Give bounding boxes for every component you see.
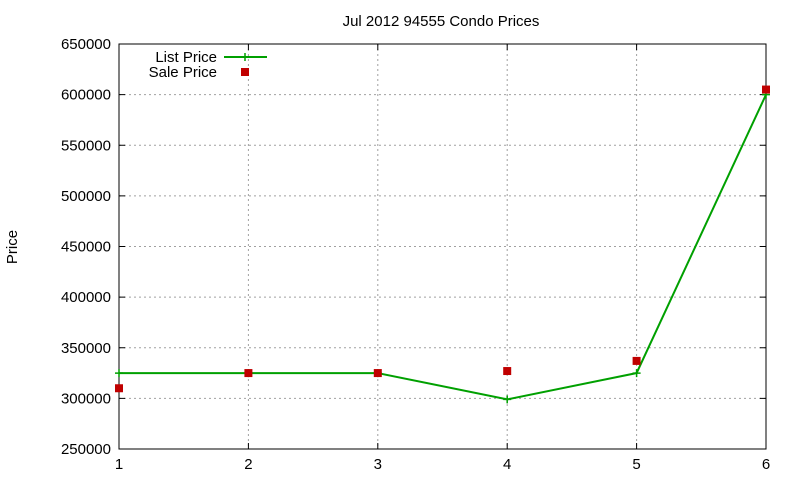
y-tick-label: 600000 (61, 87, 111, 104)
y-tick-label: 650000 (61, 36, 111, 53)
legend-label: List Price (155, 49, 217, 66)
grid-lines (119, 44, 766, 449)
y-tick-label: 500000 (61, 188, 111, 205)
x-tick-label: 5 (632, 456, 640, 473)
y-tick-label: 450000 (61, 239, 111, 256)
series-list-price (115, 90, 770, 404)
x-tick-label: 6 (762, 456, 770, 473)
list-price-point (632, 369, 641, 378)
list-price-point (115, 369, 123, 378)
y-tick-label: 250000 (61, 441, 111, 458)
sale-price-point (632, 356, 641, 365)
x-tick-label: 1 (115, 456, 123, 473)
x-tick-label: 3 (374, 456, 382, 473)
axis-ticks: 1 2 3 4 5 6 250000 300000 350000 400000 450000 5000… (61, 36, 770, 473)
sale-price-point (244, 369, 253, 378)
y-axis-label: Price (4, 230, 21, 264)
sale-price-point (762, 85, 770, 94)
legend-marker (241, 53, 249, 61)
sale-price-point (503, 367, 512, 376)
list-price-point (503, 395, 512, 404)
y-tick-label: 550000 (61, 137, 111, 154)
x-tick-label: 2 (244, 456, 252, 473)
x-tick-label: 4 (503, 456, 511, 473)
sale-price-point (373, 369, 382, 378)
series-sale-price (115, 85, 770, 393)
y-tick-label: 350000 (61, 340, 111, 357)
sale-price-point (115, 384, 123, 393)
legend-marker (241, 68, 249, 76)
y-tick-label: 400000 (61, 289, 111, 306)
series-layer (115, 85, 770, 404)
plot-border (118, 43, 767, 450)
y-tick-label: 300000 (61, 390, 111, 407)
list-price-line (119, 94, 767, 401)
chart-title: Jul 2012 94555 Condo Prices (343, 13, 540, 30)
legend-label: Sale Price (149, 64, 217, 81)
